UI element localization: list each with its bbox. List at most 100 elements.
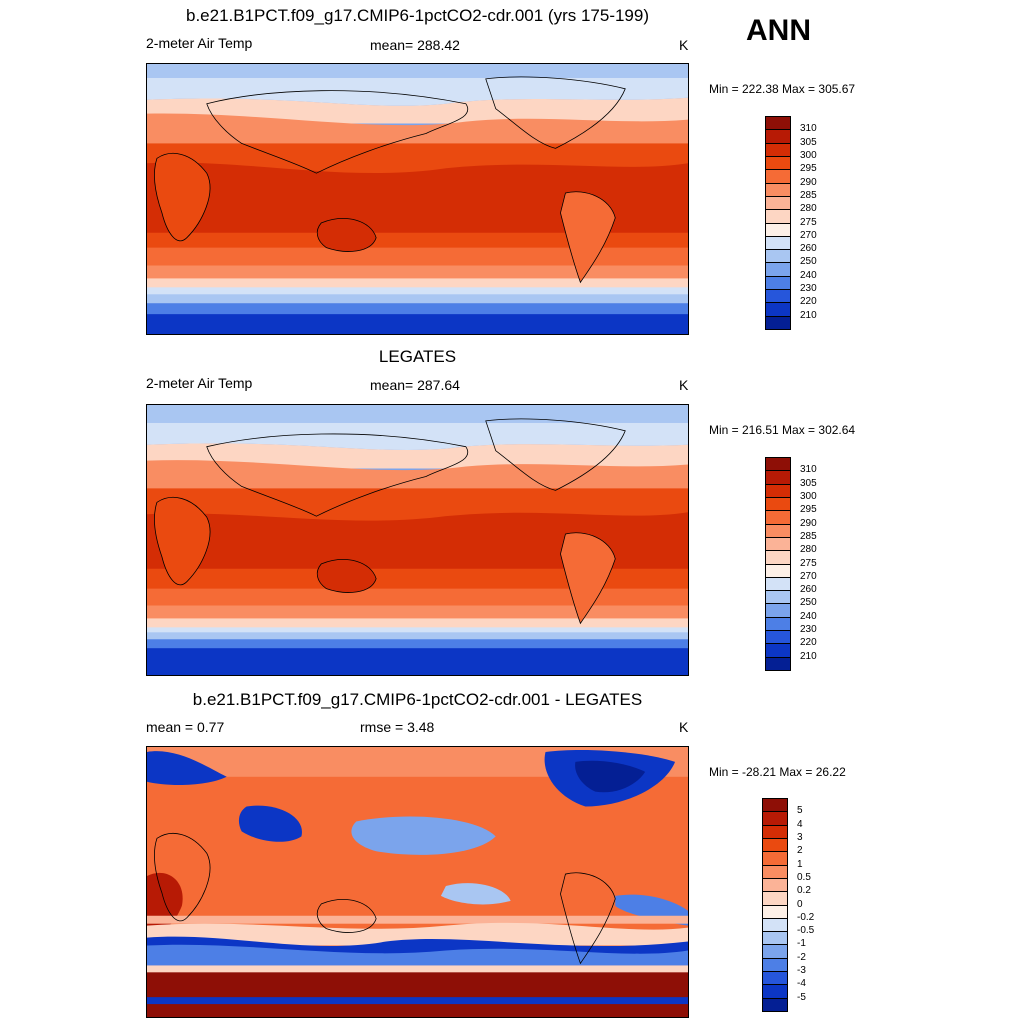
colorbar-tick-label: 310 bbox=[800, 464, 817, 476]
colorbar-tick-label: 290 bbox=[800, 517, 817, 529]
colorbar-swatch bbox=[765, 643, 791, 658]
panel-1-colorbar: 310 305 300 295 290 285 280 275 270 260 250 240 230 2… bbox=[765, 116, 845, 330]
panel-3-title: b.e21.B1PCT.f09_g17.CMIP6-1pctCO2-cdr.00… bbox=[192, 690, 643, 709]
colorbar-tick-label: 4 bbox=[797, 818, 803, 830]
colorbar-tick-label: 275 bbox=[800, 557, 817, 569]
colorbar-swatch bbox=[762, 864, 788, 879]
colorbar-swatch bbox=[762, 837, 788, 853]
colorbar-tick-label: 300 bbox=[800, 149, 817, 161]
colorbar-swatch bbox=[765, 315, 791, 330]
colorbar-swatch bbox=[765, 209, 791, 224]
panel-2-title: LEGATES bbox=[378, 347, 457, 366]
colorbar-tick-label: 240 bbox=[800, 269, 817, 281]
colorbar-tick-label: 275 bbox=[800, 216, 817, 228]
colorbar-swatch bbox=[762, 891, 788, 906]
colorbar-swatch bbox=[765, 603, 791, 618]
colorbar-tick-label: 1 bbox=[797, 858, 803, 870]
colorbar-tick-label: 250 bbox=[800, 597, 817, 609]
colorbar-swatch bbox=[762, 851, 788, 866]
colorbar-tick-label: -1 bbox=[797, 938, 806, 950]
colorbar-tick-label: 280 bbox=[800, 544, 817, 556]
colorbar-tick-label: 285 bbox=[800, 530, 817, 542]
colorbar-tick-label: -2 bbox=[797, 951, 806, 963]
colorbar-swatch bbox=[765, 142, 791, 157]
panel-2-map bbox=[146, 404, 689, 676]
panel-3-map bbox=[146, 746, 689, 1018]
colorbar-swatch bbox=[762, 997, 788, 1012]
colorbar-tick-label: 300 bbox=[800, 490, 817, 502]
colorbar-tick-label: 230 bbox=[800, 283, 817, 295]
colorbar-swatch bbox=[765, 630, 791, 645]
panel-1-map bbox=[146, 63, 689, 335]
season-label: ANN bbox=[746, 14, 811, 47]
colorbar-swatch bbox=[765, 275, 791, 291]
panel-2-colorbar: 310 305 300 295 290 285 280 275 270 260 250 240 230 2… bbox=[765, 457, 845, 671]
panel-2-mean-label: mean= 287.64 bbox=[370, 377, 460, 393]
colorbar-swatch bbox=[765, 262, 791, 277]
colorbar-swatch bbox=[765, 510, 791, 525]
colorbar-tick-label: 295 bbox=[800, 504, 817, 516]
colorbar-tick-label: 270 bbox=[800, 229, 817, 241]
colorbar-swatch bbox=[765, 496, 791, 512]
colorbar-tick-label: 260 bbox=[800, 243, 817, 255]
colorbar-tick-label: 0.5 bbox=[797, 871, 811, 883]
colorbar-swatch bbox=[765, 116, 791, 131]
colorbar-swatch bbox=[762, 957, 788, 973]
colorbar-tick-label: -0.2 bbox=[797, 911, 815, 923]
panel-3-units-label: K bbox=[679, 719, 689, 735]
colorbar-tick-label: 250 bbox=[800, 256, 817, 268]
colorbar-tick-label: 285 bbox=[800, 189, 817, 201]
panel-1-units-label: K bbox=[679, 37, 689, 53]
colorbar-tick-label: 290 bbox=[800, 176, 817, 188]
colorbar-swatch bbox=[762, 798, 788, 813]
colorbar-swatch bbox=[765, 457, 791, 472]
colorbar-swatch bbox=[765, 169, 791, 184]
colorbar-tick-label: 240 bbox=[800, 610, 817, 622]
colorbar-tick-label: 280 bbox=[800, 203, 817, 215]
colorbar-tick-label: 210 bbox=[800, 309, 817, 321]
colorbar-tick-label: 220 bbox=[800, 296, 817, 308]
colorbar-swatch bbox=[765, 523, 791, 538]
global-difference-map-icon bbox=[147, 747, 688, 1017]
colorbar-swatch bbox=[765, 483, 791, 498]
colorbar-swatch bbox=[762, 877, 788, 893]
global-temperature-map-icon bbox=[147, 64, 688, 334]
panel-1-variable-label: 2-meter Air Temp bbox=[146, 35, 253, 51]
colorbar-swatch bbox=[765, 470, 791, 485]
colorbar-tick-label: -4 bbox=[797, 978, 806, 990]
colorbar-swatch bbox=[762, 984, 788, 999]
colorbar-tick-label: 260 bbox=[800, 584, 817, 596]
colorbar-swatch bbox=[762, 971, 788, 986]
colorbar-tick-label: 270 bbox=[800, 570, 817, 582]
colorbar-swatch bbox=[765, 249, 791, 264]
colorbar-swatch bbox=[765, 563, 791, 578]
panel-3-mean-label: mean = 0.77 bbox=[146, 719, 225, 735]
colorbar-swatch bbox=[765, 550, 791, 565]
colorbar-swatch bbox=[765, 235, 791, 251]
colorbar-swatch bbox=[765, 195, 791, 211]
colorbar-tick-label: 210 bbox=[800, 650, 817, 662]
colorbar-swatch bbox=[765, 656, 791, 671]
colorbar-swatch bbox=[765, 289, 791, 304]
panel-1-title: b.e21.B1PCT.f09_g17.CMIP6-1pctCO2-cdr.00… bbox=[185, 6, 650, 25]
colorbar-swatch bbox=[762, 944, 788, 959]
colorbar-swatch bbox=[765, 590, 791, 605]
colorbar-tick-label: 0.2 bbox=[797, 885, 811, 897]
colorbar-tick-label: -5 bbox=[797, 991, 806, 1003]
colorbar-tick-label: 305 bbox=[800, 477, 817, 489]
colorbar-tick-label: 220 bbox=[800, 637, 817, 649]
panel-1-minmax-label: Min = 222.38 Max = 305.67 bbox=[709, 82, 856, 96]
colorbar-swatch bbox=[765, 536, 791, 552]
colorbar-swatch bbox=[762, 904, 788, 919]
colorbar-swatch bbox=[765, 302, 791, 317]
panel-3-minmax-label: Min = -28.21 Max = 26.22 bbox=[709, 765, 846, 779]
colorbar-swatch bbox=[762, 931, 788, 946]
panel-2-minmax-label: Min = 216.51 Max = 302.64 bbox=[709, 423, 856, 437]
global-temperature-map-icon bbox=[147, 405, 688, 675]
colorbar-tick-label: -0.5 bbox=[797, 925, 815, 937]
colorbar-tick-label: 3 bbox=[797, 831, 803, 843]
colorbar-tick-label: 0 bbox=[797, 898, 803, 910]
colorbar-tick-label: 310 bbox=[800, 123, 817, 135]
panel-3-colorbar: 5 4 3 2 1 0.5 0.2 0 -0.2 -0.5 -1 -2 -3 -4 -5 bbox=[762, 798, 842, 1012]
colorbar-swatch bbox=[765, 222, 791, 237]
